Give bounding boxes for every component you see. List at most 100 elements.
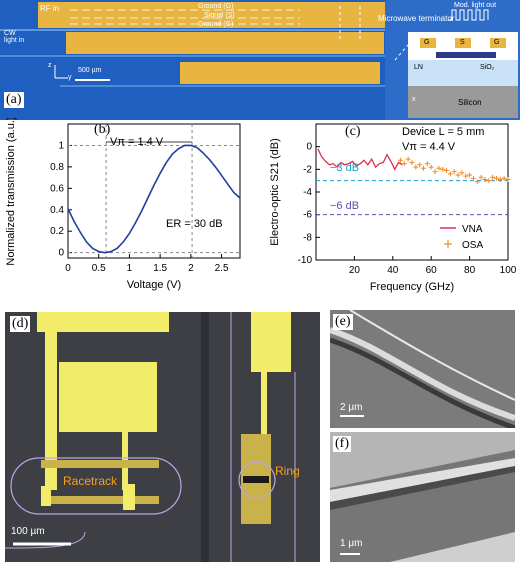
x-tick-label-b: 0.5: [92, 263, 106, 274]
osa-point: [470, 175, 476, 181]
legend-osa-label: OSA: [462, 240, 483, 251]
osa-point: [455, 172, 461, 178]
panel-b-chart: 0 0.5 1 1.5 2 2.5 0 0.2 0.4 0.6 0.8 1 Voltage (V) Nor…: [5, 118, 241, 291]
y-tick-label-b: 0.6: [50, 183, 64, 194]
panel-d-label: (d): [10, 316, 31, 332]
cs-g2: G: [494, 39, 500, 46]
osa-point: [463, 173, 469, 179]
osa-point: [432, 169, 438, 175]
osa-point: [401, 161, 407, 167]
x-tick-label-b: 0: [65, 263, 71, 274]
y-tick-label-b: 0: [58, 248, 64, 259]
panel-f-drawing: [330, 432, 515, 562]
x-tick-label-c: 60: [426, 265, 438, 276]
y-tick-label-b: 1: [58, 140, 64, 151]
panel-c-plot-area: 20 40 60 80 100 0 -2 -4 -6 -8 -10 VNA OSA Frequency (…: [269, 123, 517, 293]
ring-label: Ring: [275, 464, 300, 478]
osa-point: [444, 167, 450, 173]
scale-bar-a-label: 500 µm: [78, 67, 102, 74]
y-tick-label-b: 0.8: [50, 162, 64, 173]
ground-top-label: Ground (G): [198, 3, 234, 10]
legend-osa-swatch: [444, 240, 452, 248]
osa-point: [493, 175, 499, 181]
cs-silicon: Silicon: [458, 98, 482, 107]
y-tick-label-c: -10: [298, 255, 313, 266]
device-length-annotation: Device L = 5 mm: [402, 126, 485, 138]
cs-ln: LN: [414, 64, 423, 71]
osa-point: [482, 177, 488, 183]
axis-y-label: y: [68, 74, 72, 81]
y-tick-label-c: -2: [303, 164, 312, 175]
panel-a-label: (a): [4, 92, 24, 108]
osa-point: [436, 165, 442, 171]
panel-e-drawing: [330, 310, 515, 428]
osa-point: [405, 156, 411, 162]
panel-c-chart: 20 40 60 80 100 0 -2 -4 -6 -8 -10 VNA OSA Frequency (…: [269, 123, 517, 293]
axis-x-label: x: [412, 96, 416, 103]
panel-d-drawing: [5, 312, 320, 562]
scale-bar-f-label: 1 µm: [340, 538, 363, 549]
axis-z-label: z: [48, 62, 52, 69]
cw-light-label: CW light in: [4, 30, 25, 44]
y-tick-label-c: -4: [303, 187, 312, 198]
signal-label: Signal (S): [204, 12, 235, 19]
osa-point: [505, 177, 511, 183]
vpi-annotation-b: Vπ = 1.4 V: [110, 136, 164, 148]
osa-point: [490, 174, 496, 180]
vpi-annotation-c: Vπ = 4.4 V: [402, 141, 456, 153]
microwave-terminator-label: Microwave terminator: [378, 14, 455, 23]
rf-in-label: RF in: [40, 4, 60, 13]
osa-point: [447, 171, 453, 177]
y-tick-label-b: 0.4: [50, 205, 64, 216]
panel-e-label: (e): [333, 314, 353, 330]
mod-light-out-label: Mod. light out: [454, 2, 497, 9]
cs-g1: G: [424, 39, 430, 46]
x-tick-label-b: 1.5: [153, 263, 167, 274]
minus3db-label: −3 dB: [330, 162, 360, 174]
osa-point: [501, 175, 507, 181]
panel-e-sem: 2 µm: [330, 310, 515, 428]
panel-c-label: (c): [345, 124, 361, 139]
panel-a-device-image: RF in CW light in Ground (G) Signal (S) …: [0, 0, 520, 120]
osa-point: [421, 165, 427, 171]
osa-point: [478, 174, 484, 180]
panel-f-label: (f): [333, 436, 351, 452]
x-tick-label-c: 40: [387, 265, 399, 276]
osa-point: [417, 162, 423, 168]
legend-vna-label: VNA: [462, 224, 483, 235]
osa-point: [413, 164, 419, 170]
y-axis-label-c: Electro-optic S21 (dB): [269, 138, 281, 246]
scale-bar-e-label: 2 µm: [340, 402, 363, 413]
panel-b-plot-area: 0 0.5 1 1.5 2 2.5 0 0.2 0.4 0.6 0.8 1 Voltage (V) Nor…: [5, 118, 241, 291]
cs-s: S: [460, 39, 465, 46]
racetrack-label: Racetrack: [63, 474, 118, 488]
x-axis-label-b: Voltage (V): [127, 279, 181, 291]
ground-bottom-label: Ground (G): [198, 21, 234, 28]
y-tick-label-c: -8: [303, 232, 312, 243]
y-axis-label-b: Normalized transmission (a.u.): [5, 118, 17, 266]
osa-point: [474, 179, 480, 185]
osa-point: [440, 166, 446, 172]
x-tick-label-c: 80: [464, 265, 476, 276]
panel-f-sem: 1 µm: [330, 432, 515, 562]
x-tick-label-c: 20: [349, 265, 361, 276]
er-annotation: ER = 30 dB: [166, 218, 223, 230]
osa-point: [409, 160, 415, 166]
osa-point: [467, 172, 473, 178]
osa-point: [486, 178, 492, 184]
transmission-curve: [67, 144, 241, 254]
x-tick-label-b: 2: [188, 263, 194, 274]
y-tick-label-c: -6: [303, 210, 312, 221]
plot-frame-b: [67, 123, 241, 259]
x-axis-label-c: Frequency (GHz): [370, 281, 454, 293]
panel-b-label: (b): [94, 122, 111, 137]
minus6db-label: −6 dB: [330, 200, 360, 212]
osa-point: [428, 164, 434, 170]
x-tick-label-b: 2.5: [215, 263, 229, 274]
cs-sio2: SiO₂: [480, 64, 495, 71]
y-tick-label-b: 0.2: [50, 226, 64, 237]
y-tick-label-c: 0: [306, 142, 312, 153]
osa-point: [397, 157, 403, 163]
scale-bar-d-label: 100 µm: [11, 526, 45, 537]
x-tick-label-b: 1: [127, 263, 133, 274]
